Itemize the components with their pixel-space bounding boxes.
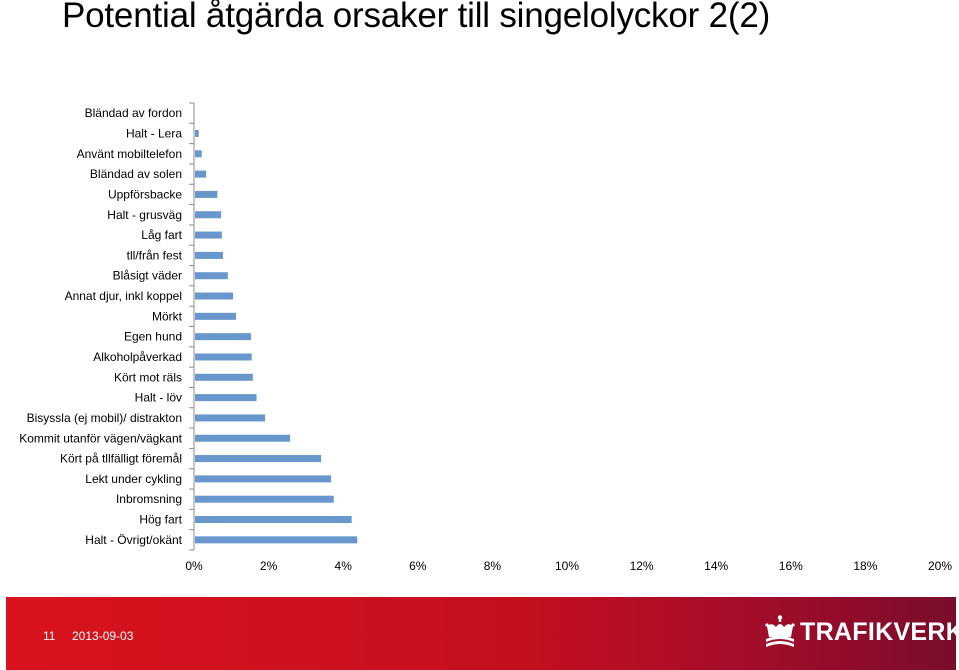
- category-label: Blåsigt väder: [113, 269, 182, 283]
- category-label: Alkoholpåverkad: [93, 350, 182, 364]
- category-label: Halt - Lera: [126, 126, 182, 140]
- x-tick-label: 8%: [484, 559, 502, 573]
- category-label: tll/från fest: [127, 248, 183, 262]
- category-label: Hög fart: [139, 513, 182, 527]
- x-tick-label: 14%: [704, 559, 728, 573]
- bar: [195, 373, 253, 381]
- bar: [195, 353, 252, 361]
- bar: [195, 333, 251, 341]
- x-tick-label: 2%: [260, 559, 278, 573]
- x-tick-label: 18%: [853, 559, 877, 573]
- category-label: Lekt under cykling: [85, 472, 182, 486]
- category-label: Bländad av fordon: [85, 106, 182, 120]
- bar: [195, 475, 332, 483]
- category-label: Halt - grusväg: [107, 208, 182, 222]
- x-tick-label: 4%: [335, 559, 353, 573]
- category-label: Uppförsbacke: [108, 187, 182, 201]
- category-label: Kommit utanför vägen/vägkant: [19, 431, 182, 445]
- logo-text: TRAFIKVERKET: [800, 618, 956, 646]
- category-label: Bisyssla (ej mobil)/ distrakton: [27, 411, 182, 425]
- bar: [195, 231, 222, 239]
- bar: [195, 414, 266, 422]
- footer-bar: 11 2013-09-03 TRAFIKVERKET: [6, 597, 956, 670]
- x-tick-label: 0%: [185, 559, 203, 573]
- bar-chart: Bländad av fordon Halt - Lera Använt mobil…: [19, 102, 952, 573]
- bar: [195, 211, 222, 219]
- page-number: 11: [43, 629, 56, 643]
- x-tick-label: 10%: [555, 559, 579, 573]
- category-label: Använt mobiltelefon: [77, 147, 182, 161]
- x-tick-label: 20%: [928, 559, 952, 573]
- bar: [195, 251, 223, 259]
- footer-date: 2013-09-03: [72, 629, 134, 643]
- bar: [195, 170, 207, 178]
- bar: [195, 434, 291, 442]
- category-label: Kört mot räls: [114, 370, 182, 384]
- bar: [195, 292, 234, 300]
- bar: [195, 129, 199, 137]
- bar: [195, 536, 358, 544]
- category-label: Bländad av solen: [90, 167, 182, 181]
- bar: [195, 394, 257, 402]
- page-title: Potential åtgärda orsaker till singeloly…: [62, 0, 771, 35]
- x-tick-label: 6%: [409, 559, 427, 573]
- bar: [195, 516, 352, 524]
- bar: [195, 150, 202, 158]
- category-label: Låg fart: [141, 228, 182, 242]
- category-label: Inbromsning: [116, 492, 182, 506]
- bar: [195, 272, 228, 280]
- x-tick-label: 12%: [630, 559, 654, 573]
- bar: [195, 455, 322, 463]
- bar: [195, 190, 218, 198]
- category-label: Mörkt: [152, 309, 183, 323]
- category-label: Halt - löv: [135, 391, 182, 405]
- bar: [195, 495, 334, 503]
- category-label: Egen hund: [124, 330, 182, 344]
- category-label: Halt - Övrigt/okänt: [85, 533, 182, 547]
- x-tick-label: 16%: [779, 559, 803, 573]
- crown-logo-icon: [765, 615, 795, 647]
- category-label: Kört på tllfälligt föremål: [60, 452, 182, 466]
- category-label: Annat djur, inkl koppel: [65, 289, 182, 303]
- bar: [195, 312, 237, 320]
